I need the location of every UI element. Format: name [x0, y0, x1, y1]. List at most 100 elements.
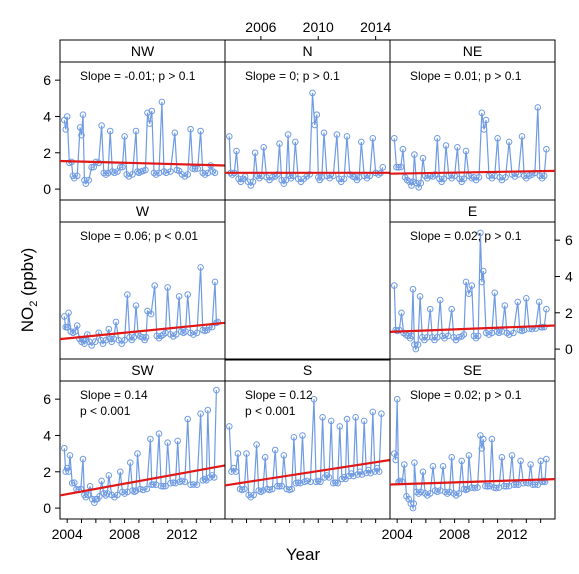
- data-point: [450, 490, 458, 497]
- data-point: [278, 176, 286, 184]
- data-point: [79, 455, 87, 463]
- data-point: [446, 488, 453, 496]
- data-point: [259, 487, 267, 494]
- data-point: [76, 124, 84, 131]
- data-point: [455, 490, 463, 497]
- data-point: [132, 487, 140, 494]
- data-point: [350, 472, 357, 480]
- data-point: [310, 395, 318, 403]
- data-point: [124, 291, 131, 298]
- data-point: [313, 111, 321, 118]
- data-point: [269, 174, 276, 181]
- data-point: [280, 180, 288, 187]
- data-point: [85, 176, 92, 184]
- data-point: [125, 173, 133, 180]
- trend-line: [59, 159, 226, 167]
- data-point: [84, 491, 92, 499]
- data-point: [117, 468, 124, 476]
- data-point: [486, 482, 494, 490]
- data-point: [117, 164, 124, 171]
- data-point: [379, 164, 387, 171]
- data-point: [482, 482, 489, 490]
- data-point: [297, 479, 304, 487]
- data-point: [104, 169, 112, 177]
- data-point: [280, 452, 288, 459]
- data-point: [233, 147, 240, 155]
- data-point: [181, 478, 189, 486]
- data-point: [197, 127, 204, 135]
- data-point: [369, 135, 377, 142]
- data-point: [419, 154, 427, 162]
- data-point: [226, 423, 233, 430]
- y-tick-label: 2: [565, 305, 573, 321]
- x-axis-label: Year: [286, 545, 321, 564]
- data-point: [193, 481, 201, 489]
- data-point: [455, 334, 463, 341]
- data-point: [184, 291, 191, 298]
- data-point: [164, 439, 171, 447]
- data-point: [417, 179, 425, 187]
- data-point: [474, 484, 481, 491]
- panel-n: N Slope = 0; p > 0.1: [224, 39, 391, 201]
- panel-title: E: [468, 203, 477, 219]
- data-point: [105, 325, 113, 333]
- panel-title: S: [303, 362, 312, 378]
- data-point: [494, 135, 501, 142]
- trend-line: [389, 169, 556, 175]
- data-point: [143, 485, 151, 493]
- data-point: [147, 310, 155, 318]
- data-point: [500, 482, 508, 490]
- data-point: [399, 145, 407, 153]
- data-point: [360, 417, 368, 425]
- y-tick-label: 6: [43, 391, 51, 407]
- data-point: [478, 445, 486, 452]
- data-point: [88, 164, 95, 171]
- slope-annotation: Slope = 0.06; p < 0.01: [80, 229, 198, 243]
- data-point: [474, 332, 482, 340]
- data-point: [172, 331, 180, 338]
- data-point: [460, 331, 468, 338]
- data-point: [434, 135, 441, 142]
- data-point: [321, 474, 329, 481]
- data-point: [398, 309, 405, 317]
- data-point: [478, 278, 486, 286]
- data-point: [439, 463, 447, 470]
- data-point: [162, 169, 170, 177]
- data-point: [137, 485, 144, 493]
- data-point: [540, 172, 548, 180]
- data-point: [303, 477, 311, 485]
- data-point: [534, 104, 542, 111]
- panels-layer: NW Slope = -0.01; p > 0.1 N Slope = 0; p > …: [59, 39, 556, 520]
- x-tick-label-bottom: 2012: [166, 526, 197, 542]
- data-point: [484, 483, 491, 490]
- data-point: [100, 490, 108, 497]
- data-point: [151, 282, 158, 289]
- panel-title-strip: [389, 358, 556, 382]
- x-tick-label-bottom: 2004: [382, 526, 413, 542]
- data-point: [274, 171, 281, 178]
- data-point: [391, 135, 398, 142]
- y-tick-label: 2: [43, 145, 51, 161]
- data-point: [112, 318, 120, 326]
- data-point: [538, 324, 546, 331]
- data-point: [276, 140, 283, 147]
- data-point: [417, 488, 425, 496]
- slope-annotation: Slope = 0.12: [245, 388, 313, 402]
- data-point: [352, 414, 359, 421]
- data-point: [98, 122, 105, 129]
- data-point: [241, 485, 248, 493]
- x-tick-label-top: 2010: [303, 19, 334, 35]
- data-point: [505, 138, 513, 146]
- data-point: [66, 452, 74, 459]
- data-point: [334, 479, 341, 487]
- data-point: [306, 171, 314, 178]
- data-point: [415, 490, 423, 497]
- data-point: [480, 267, 487, 275]
- data-point: [148, 107, 156, 115]
- data-point: [518, 133, 526, 140]
- panel-frame: [389, 358, 556, 520]
- data-point: [378, 410, 385, 418]
- data-point: [100, 169, 108, 177]
- data-point: [429, 463, 437, 470]
- data-point: [421, 490, 429, 497]
